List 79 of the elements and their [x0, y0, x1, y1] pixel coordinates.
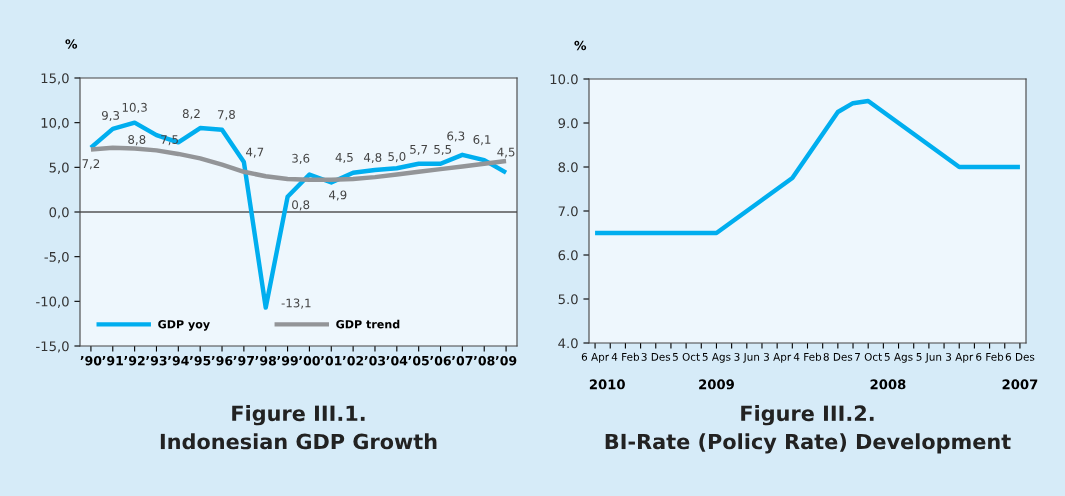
y-axis-title: %	[65, 39, 78, 49]
y-tick-label: 15,0	[41, 73, 69, 85]
y-tick-label: 7.0	[558, 206, 578, 217]
x-tick-label: ’03	[364, 355, 386, 366]
x-tick-label: ’04	[386, 355, 408, 366]
x-tick-label: ’92	[124, 355, 145, 366]
y-tick-label: 9.0	[558, 118, 578, 129]
annotation: 4,5	[497, 147, 515, 158]
annotation: -13,1	[281, 298, 311, 309]
y-tick-label: 5.0	[558, 294, 578, 305]
x-tick-label: ’05	[408, 355, 429, 366]
x-tick-label: 8 Des	[823, 352, 853, 361]
text: 2009	[699, 379, 734, 390]
x-tick-label: 3 Des	[641, 352, 671, 361]
annotation: 4,8	[363, 152, 382, 164]
annotation: 4,9	[329, 190, 347, 201]
x-tick-label: 6 Apr	[581, 352, 610, 363]
annotation: 8,2	[182, 109, 200, 120]
x-tick-label: ’91	[102, 355, 123, 366]
annotation: 3,6	[292, 153, 310, 164]
annotation: 6,1	[473, 135, 491, 146]
x-tick-label: ’98	[255, 355, 277, 366]
x-tick-label: 3 Jun	[734, 352, 760, 363]
x-tick-label: 6 Feb	[976, 352, 1004, 361]
x-tick-label: ’93	[146, 355, 167, 366]
x-tick-label: 5 Ags	[884, 353, 913, 363]
annotation: 0,8	[292, 200, 310, 211]
text: 2008	[870, 379, 906, 390]
x-tick-label: ’08	[473, 355, 495, 366]
text: 2007	[1002, 379, 1038, 390]
x-tick-label: 5 Oct	[672, 352, 700, 361]
x-tick-label: ’95	[189, 355, 211, 366]
y-tick-label: 6.0	[558, 250, 578, 261]
y-tick-label: -10,0	[36, 296, 69, 308]
x-tick-label: ’01	[320, 355, 342, 366]
y-tick-label: -5,0	[44, 251, 69, 264]
y-axis-title: %	[574, 40, 587, 51]
x-tick-label: ’06	[430, 355, 451, 366]
annotation: 8,8	[128, 135, 146, 146]
x-tick-label: 7 Oct	[855, 352, 882, 361]
y-tick-label: 5,0	[49, 162, 69, 174]
text: Figure III.2. BI-Rate (Policy Rate) Development	[605, 405, 1011, 454]
annotation: 9,3	[101, 110, 120, 122]
x-tick-label: 5 Jun	[916, 353, 942, 363]
annotation: 6,3	[447, 131, 465, 142]
y-tick-label: 8.0	[558, 162, 578, 173]
text: Figure III.1. Indonesian GDP Growth	[160, 405, 437, 450]
x-tick-label: 3 Apr	[763, 352, 792, 363]
x-tick-label: ’07	[452, 355, 473, 366]
x-tick-label: ’09	[495, 355, 517, 366]
annotation: 5,5	[434, 145, 452, 155]
x-tick-label: ’94	[168, 355, 189, 366]
x-tick-label: 4 Feb	[793, 352, 822, 361]
annotation: 4,7	[245, 147, 264, 158]
x-tick-label: 5 Ags	[702, 353, 731, 363]
annotation: 5,7	[410, 145, 428, 155]
x-tick-label: 6 Des	[1005, 352, 1035, 361]
y-tick-label: -15,0	[36, 341, 69, 353]
x-tick-label: ’99	[277, 355, 298, 366]
legend-label: GDP yoy	[158, 320, 210, 331]
annotation: 7,8	[217, 110, 235, 121]
x-tick-label: ’90	[80, 355, 102, 366]
x-tick-label: ’96	[211, 355, 233, 366]
x-tick-label: ’97	[233, 355, 254, 366]
y-tick-label: 10,0	[41, 117, 69, 130]
text: 2010	[589, 379, 625, 390]
annotation: 10,3	[122, 102, 147, 113]
annotation: 7,2	[82, 159, 100, 170]
y-tick-label: 0,0	[49, 207, 69, 219]
x-tick-label: ’02	[342, 355, 364, 366]
annotation: 5,0	[388, 152, 406, 163]
y-tick-label: 10.0	[550, 74, 578, 85]
line-series	[592, 98, 1023, 236]
x-tick-label: ’00	[299, 355, 320, 366]
x-tick-label: 4 Feb	[611, 352, 640, 361]
x-tick-label: 3 Apr	[946, 352, 974, 363]
legend-label: GDP trend	[336, 319, 400, 329]
y-tick-label: 4.0	[558, 338, 578, 349]
annotation: 4,5	[335, 153, 353, 164]
